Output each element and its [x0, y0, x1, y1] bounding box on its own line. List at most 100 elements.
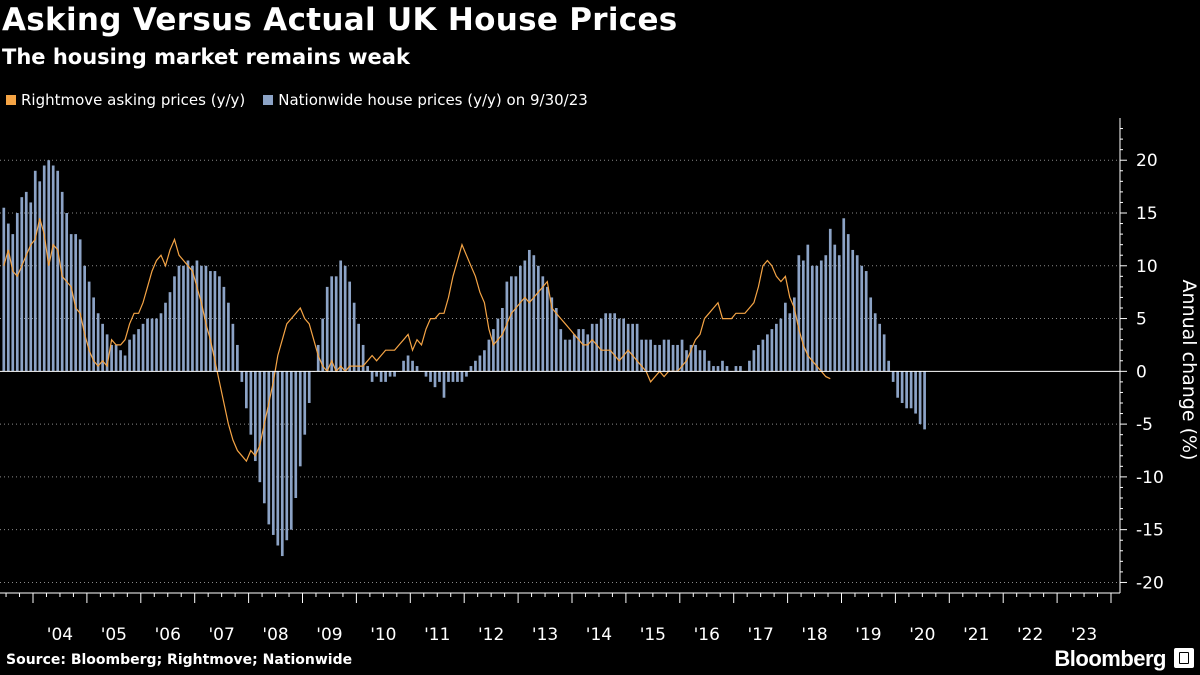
bar [536, 265, 540, 372]
bloomberg-logo: Bloomberg [1054, 646, 1166, 671]
bar [150, 318, 154, 372]
bar [923, 371, 926, 430]
x-tick-label: '08 [262, 625, 288, 645]
bar [604, 313, 608, 372]
bar [483, 350, 486, 372]
bar [159, 313, 163, 372]
bar [568, 339, 572, 372]
bar [262, 371, 266, 504]
bar [775, 323, 778, 372]
bar [15, 213, 19, 372]
bar [882, 334, 886, 372]
x-tick-label: '10 [370, 625, 396, 645]
bar [60, 191, 64, 372]
y-tick-label: 20 [1136, 151, 1158, 171]
chart-subtitle: The housing market remains weak [2, 45, 410, 69]
legend-swatch-nationwide [263, 95, 274, 105]
bar [334, 276, 338, 372]
bar [258, 371, 262, 483]
bar [878, 323, 882, 372]
bar [721, 360, 724, 372]
bar [725, 366, 729, 372]
bar [527, 249, 531, 372]
line-series [3, 218, 831, 463]
bar [887, 360, 891, 372]
bar [451, 371, 455, 382]
bar [842, 218, 846, 372]
bar [29, 202, 33, 372]
bar [204, 265, 208, 372]
bar [388, 371, 392, 377]
bar [855, 255, 859, 372]
x-tick-label: '21 [963, 625, 989, 645]
bar [83, 265, 87, 372]
x-tick-label: '23 [1071, 625, 1097, 645]
x-tick-label: '06 [155, 625, 181, 645]
bar [698, 350, 702, 372]
bar [590, 323, 594, 372]
bar [819, 260, 823, 372]
bar [792, 297, 796, 372]
bar [240, 371, 244, 382]
bar [415, 366, 419, 372]
bar [846, 234, 850, 372]
bar [74, 234, 78, 372]
bar [716, 366, 720, 372]
bar [810, 265, 814, 372]
bar [748, 360, 751, 372]
bar [316, 344, 320, 372]
x-tick-label: '16 [694, 625, 720, 645]
bar [608, 313, 612, 372]
bar [658, 344, 661, 372]
bar [119, 350, 122, 372]
bar [896, 371, 899, 398]
bar [182, 265, 185, 372]
y-tick-label: 15 [1136, 204, 1158, 224]
bar [649, 339, 652, 372]
bar [761, 339, 765, 372]
bar [339, 260, 343, 372]
bar [492, 329, 495, 372]
x-tick-label: '15 [640, 625, 666, 645]
bar [617, 318, 621, 372]
legend-label-rightmove: Rightmove asking prices (y/y) [21, 91, 246, 109]
bloomberg-terminal-icon [1174, 648, 1194, 668]
bar [559, 329, 563, 372]
bar [191, 265, 194, 372]
bar [271, 371, 275, 535]
bar [712, 366, 715, 372]
bar [837, 255, 841, 372]
bar [586, 334, 590, 372]
bar [307, 371, 311, 403]
bar [123, 355, 127, 372]
x-tick-label: '07 [208, 625, 234, 645]
bar [554, 308, 558, 372]
bar [833, 244, 837, 372]
bar [146, 318, 149, 372]
bar [168, 292, 172, 372]
y-tick-label: -15 [1136, 521, 1164, 541]
x-tick-label: '11 [424, 625, 450, 645]
x-tick-label: '13 [532, 625, 558, 645]
bar [132, 334, 136, 372]
bar [828, 228, 832, 372]
bar [357, 323, 360, 372]
bar [640, 339, 643, 372]
bar [20, 197, 24, 372]
bar [788, 313, 792, 372]
bar-series [2, 160, 926, 557]
bar [289, 371, 293, 530]
bar [65, 213, 69, 372]
bar [361, 344, 365, 372]
bar [779, 318, 783, 372]
bar [518, 265, 522, 372]
bar [330, 276, 334, 372]
bar [703, 350, 706, 372]
bar [599, 318, 603, 372]
bar [384, 371, 387, 382]
bar [33, 170, 37, 372]
bar [325, 286, 329, 372]
legend-item-rightmove: Rightmove asking prices (y/y) [6, 91, 245, 109]
x-tick-label: '04 [47, 625, 73, 645]
